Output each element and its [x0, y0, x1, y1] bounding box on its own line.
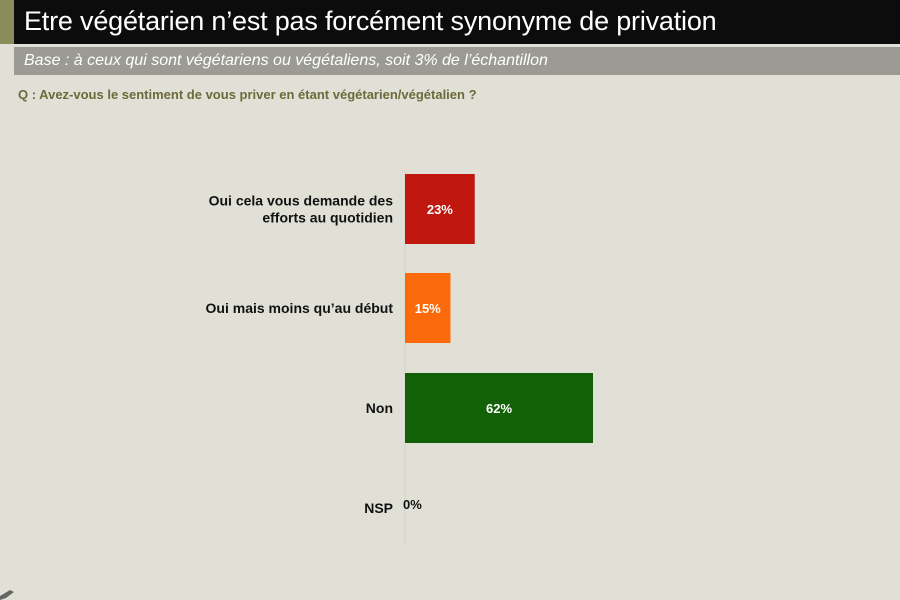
corner-mark: [0, 590, 14, 600]
base-bar: Base : à ceux qui sont végétariens ou vé…: [14, 47, 900, 75]
category-label: Oui cela vous demande des: [209, 193, 394, 209]
value-label: 0%: [403, 497, 422, 512]
bar-0: [405, 174, 475, 244]
category-label: Oui mais moins qu’au début: [206, 300, 394, 316]
question-text: Q : Avez-vous le sentiment de vous prive…: [18, 87, 477, 102]
page-title: Etre végétarien n’est pas forcément syno…: [24, 6, 717, 36]
bar-2: [405, 373, 593, 443]
category-label: NSP: [364, 500, 393, 516]
value-label: 23%: [427, 202, 453, 217]
left-accent-bar: [0, 0, 14, 44]
title-bar: Etre végétarien n’est pas forcément syno…: [14, 0, 900, 44]
value-label: 15%: [415, 301, 441, 316]
category-label: efforts au quotidien: [262, 210, 393, 226]
base-text: Base : à ceux qui sont végétariens ou vé…: [24, 52, 548, 69]
bar-1: [405, 273, 451, 343]
value-label: 62%: [486, 401, 512, 416]
category-label: Non: [366, 400, 393, 416]
